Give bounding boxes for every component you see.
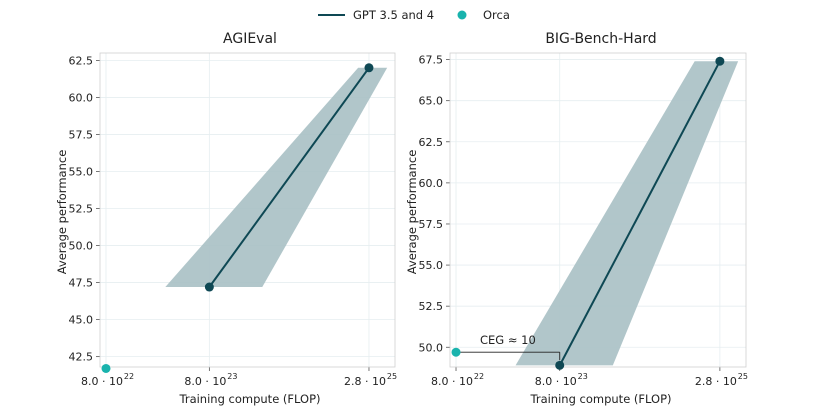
agieval-gpt-line bbox=[208, 67, 370, 288]
bbh-gpt-point bbox=[555, 360, 565, 370]
bbh-ylabel: Average performance bbox=[405, 150, 419, 275]
bbh-title: BIG-Bench-Hard bbox=[545, 31, 656, 47]
agieval-xtick-label: 8.0 · 10 bbox=[81, 375, 123, 388]
bbh-xtick-exponent: 25 bbox=[738, 372, 748, 381]
bbh-uncertainty-band bbox=[515, 61, 739, 366]
bbh-ytick-label: 55.0 bbox=[419, 259, 444, 272]
legend-orca-label: Orca bbox=[483, 8, 510, 22]
agieval-xtick-label: 8.0 · 10 bbox=[184, 375, 226, 388]
bbh-panel: BIG-Bench-Hard Average performance Train… bbox=[405, 31, 748, 406]
agieval-plot-frame bbox=[99, 52, 396, 368]
agieval-ytick-label: 62.5 bbox=[69, 54, 94, 67]
agieval-ytick-label: 45.0 bbox=[69, 314, 94, 327]
agieval-ytick-label: 57.5 bbox=[69, 128, 94, 141]
bbh-ceg-annotation: CEG ≈ 10 bbox=[480, 333, 536, 347]
bbh-xlabel: Training compute (FLOP) bbox=[530, 392, 672, 406]
legend: GPT 3.5 and 4 Orca bbox=[318, 8, 510, 22]
agieval-gpt-point bbox=[204, 282, 214, 292]
agieval-orca-point bbox=[101, 363, 111, 373]
bbh-orca-point bbox=[451, 347, 461, 357]
agieval-xlabel: Training compute (FLOP) bbox=[179, 392, 321, 406]
agieval-ytick-label: 60.0 bbox=[69, 91, 94, 104]
bbh-ytick-label: 52.5 bbox=[419, 300, 444, 313]
agieval-xtick-exponent: 22 bbox=[124, 372, 134, 381]
bbh-ytick-label: 57.5 bbox=[419, 218, 444, 231]
bbh-ytick-label: 65.0 bbox=[419, 95, 444, 108]
bbh-xtick-label: 8.0 · 10 bbox=[535, 375, 577, 388]
agieval-xtick-exponent: 23 bbox=[227, 372, 237, 381]
agieval-ytick-label: 55.0 bbox=[69, 165, 94, 178]
legend-orca-swatch bbox=[457, 10, 467, 20]
agieval-ylabel: Average performance bbox=[55, 150, 69, 275]
bbh-ytick-label: 50.0 bbox=[419, 341, 444, 354]
bbh-xtick-label: 8.0 · 10 bbox=[431, 375, 473, 388]
legend-gpt-label: GPT 3.5 and 4 bbox=[353, 8, 434, 22]
agieval-xtick-exponent: 25 bbox=[387, 372, 397, 381]
bbh-ytick-label: 62.5 bbox=[419, 136, 444, 149]
bbh-gpt-line bbox=[558, 60, 721, 366]
bbh-xtick-exponent: 23 bbox=[578, 372, 588, 381]
agieval-ytick-label: 50.0 bbox=[69, 240, 94, 253]
bbh-xtick-exponent: 22 bbox=[474, 372, 484, 381]
agieval-gpt-point bbox=[364, 63, 374, 73]
agieval-ytick-label: 42.5 bbox=[69, 351, 94, 364]
agieval-uncertainty-band bbox=[165, 67, 388, 288]
agieval-xtick-label: 2.8 · 10 bbox=[344, 375, 386, 388]
bbh-ytick-label: 60.0 bbox=[419, 177, 444, 190]
agieval-ytick-label: 47.5 bbox=[69, 277, 94, 290]
bbh-gpt-point bbox=[715, 56, 725, 66]
agieval-ytick-label: 52.5 bbox=[69, 203, 94, 216]
agieval-title: AGIEval bbox=[223, 31, 277, 47]
bbh-ytick-label: 67.5 bbox=[419, 54, 444, 67]
bbh-plot-frame bbox=[449, 52, 747, 368]
agieval-panel: AGIEval Average performance Training com… bbox=[55, 31, 397, 406]
bbh-xtick-label: 2.8 · 10 bbox=[695, 375, 737, 388]
